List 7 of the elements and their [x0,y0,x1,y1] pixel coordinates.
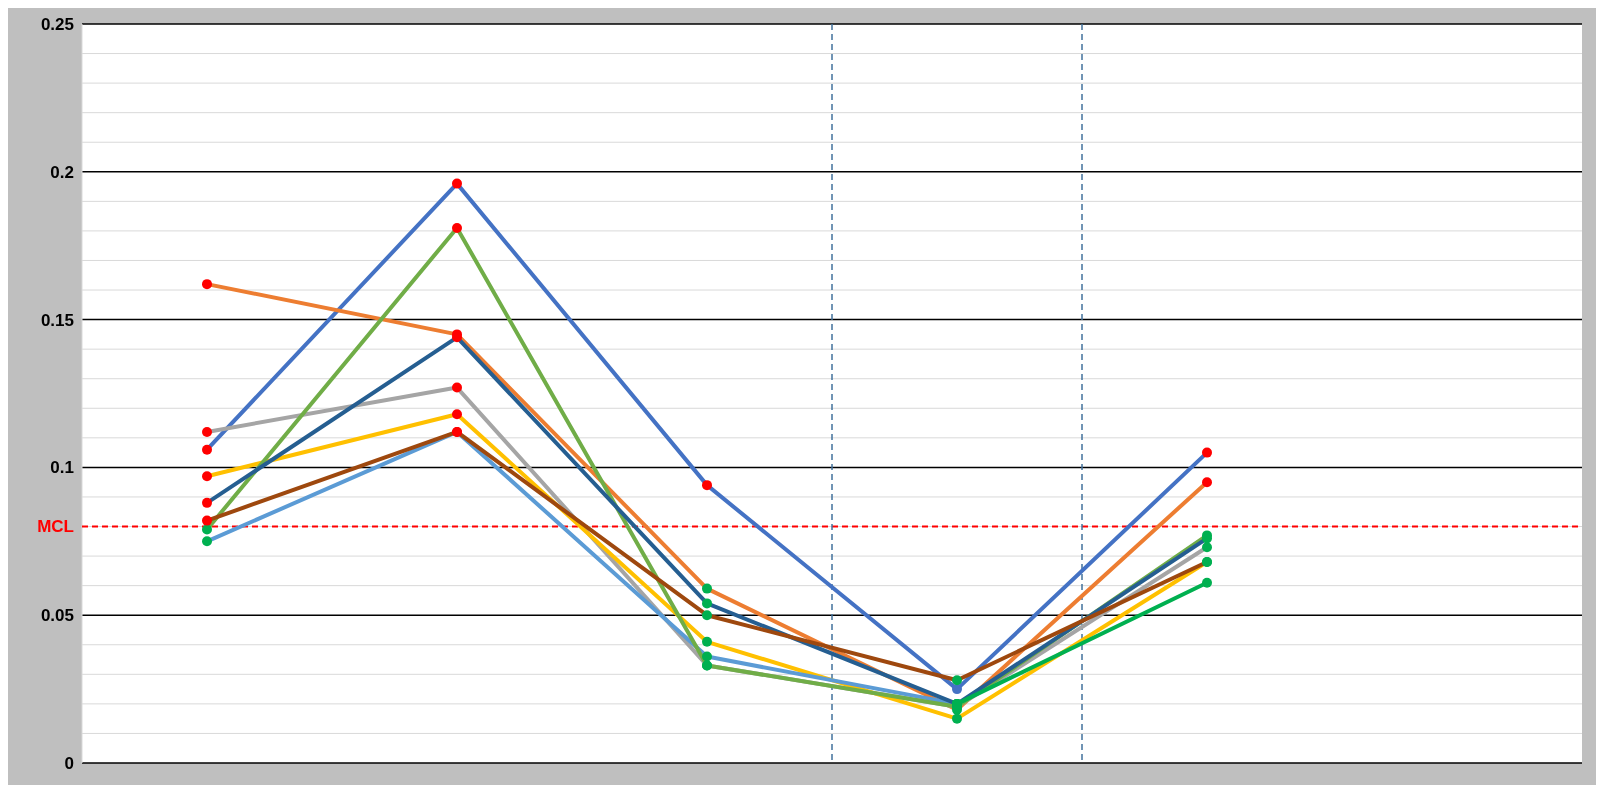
y-tick-label: 0 [64,753,74,773]
ref-line-label: MCL [37,517,74,537]
y-tick-label: 0.1 [50,458,74,478]
y-tick-label: 0.05 [40,606,74,626]
y-tick-label: 0.25 [40,14,74,34]
y-tick-label: 0.2 [50,162,74,182]
y-tick-label: 0.15 [40,310,74,330]
